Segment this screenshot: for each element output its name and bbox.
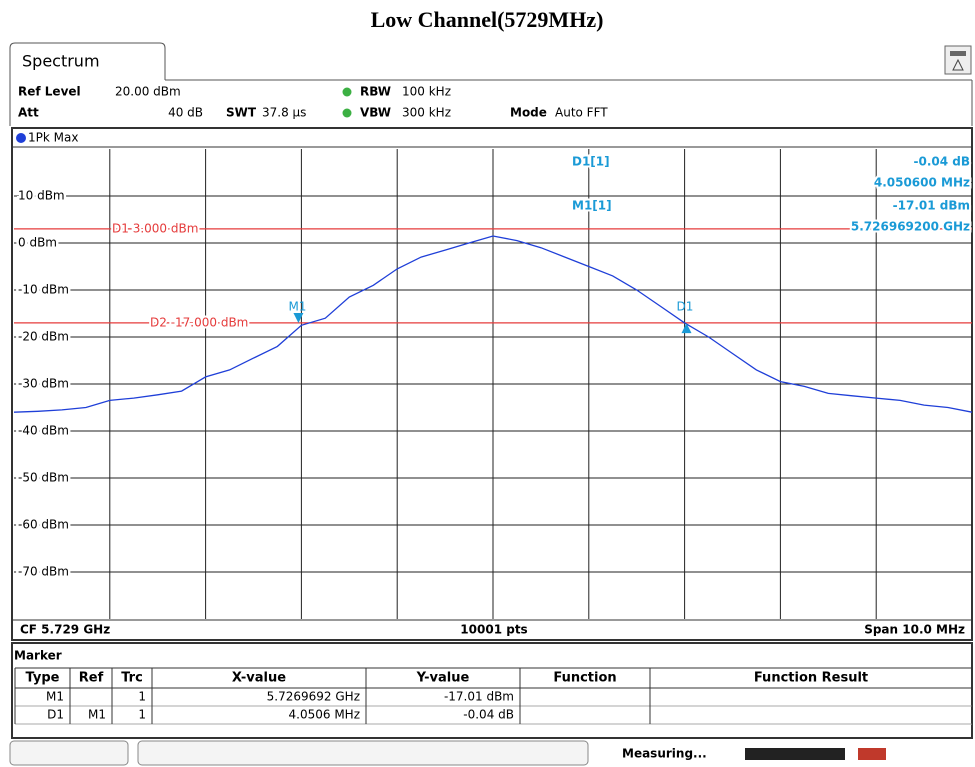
- label: 300 kHz: [402, 106, 451, 120]
- table-cell: -17.01 dBm: [444, 690, 514, 704]
- label: VBW: [360, 106, 391, 120]
- footer-label: 10001 pts: [460, 623, 527, 637]
- marker-info-value: -0.04 dB: [913, 155, 970, 169]
- status-box: [9, 740, 129, 766]
- y-tick-label: -70 dBm: [18, 565, 69, 579]
- marker-info-value: 4.050600 MHz: [874, 176, 970, 190]
- icon-part: [950, 51, 966, 56]
- table-header: Trc: [121, 671, 143, 686]
- table-cell: M1: [88, 708, 106, 722]
- label: Att: [18, 106, 39, 120]
- marker: [681, 323, 692, 334]
- label: 1Pk Max: [28, 131, 78, 145]
- table-header: Function: [553, 671, 616, 686]
- table-cell: 1: [138, 690, 146, 704]
- marker-info-name: D1[1]: [572, 155, 610, 169]
- status-dot: [342, 108, 352, 118]
- label: SWT: [226, 106, 257, 120]
- y-tick-label: -30 dBm: [18, 377, 69, 391]
- y-tick-label: -50 dBm: [18, 471, 69, 485]
- table-cell: -0.04 dB: [463, 708, 514, 722]
- table-header: X-value: [232, 671, 286, 686]
- footer-label: CF 5.729 GHz: [20, 623, 110, 637]
- label: 20.00 dBm: [115, 85, 181, 99]
- marker-label: M1: [288, 299, 306, 313]
- status-dot: [342, 87, 352, 97]
- label: 40 dB: [168, 106, 203, 120]
- y-tick-label: -20 dBm: [18, 330, 69, 344]
- table-header: Ref: [79, 671, 104, 686]
- table-cell: 5.7269692 GHz: [267, 690, 360, 704]
- label: Mode: [510, 106, 547, 120]
- y-tick-label: 0 dBm: [18, 236, 57, 250]
- label: Auto FFT: [555, 106, 608, 120]
- label: RBW: [360, 85, 391, 99]
- status-text: Measuring...: [622, 747, 707, 761]
- status-box: [137, 740, 589, 766]
- table-cell: 4.0506 MHz: [289, 708, 360, 722]
- table-header: Type: [26, 671, 60, 686]
- marker: [293, 312, 304, 323]
- marker-info-value: -17.01 dBm: [893, 199, 970, 213]
- trace-dot: [16, 133, 26, 143]
- y-tick-label: 10 dBm: [18, 189, 65, 203]
- reference-label: D2 -17.000 dBm: [150, 315, 248, 329]
- y-tick-label: -40 dBm: [18, 424, 69, 438]
- y-tick-label: -60 dBm: [18, 518, 69, 532]
- table-cell: 1: [138, 708, 146, 722]
- marker-info-name: M1[1]: [572, 199, 612, 213]
- icon-part: [952, 58, 964, 71]
- page-title: Low Channel(5729MHz): [371, 7, 604, 32]
- footer-label: Span 10.0 MHz: [864, 623, 965, 637]
- table-header: Y-value: [416, 671, 470, 686]
- tab[interactable]: [9, 42, 166, 80]
- reference-label: D1 3.000 dBm: [112, 221, 198, 235]
- trace: [13, 235, 973, 413]
- y-tick-label: -10 dBm: [18, 283, 69, 297]
- marker-info-value: 5.726969200 GHz: [851, 220, 970, 234]
- label: 37.8 µs: [262, 106, 306, 120]
- table-cell: D1: [47, 708, 64, 722]
- marker-label: D1: [676, 300, 693, 314]
- table-header: Function Result: [754, 671, 868, 686]
- logo: [858, 748, 886, 760]
- table-cell: M1: [46, 690, 64, 704]
- progress-bar: [745, 748, 845, 760]
- label: 100 kHz: [402, 85, 451, 99]
- marker-panel: [11, 642, 973, 739]
- label: Spectrum: [22, 52, 100, 71]
- label: Ref Level: [18, 85, 81, 99]
- table-title: Marker: [14, 649, 62, 663]
